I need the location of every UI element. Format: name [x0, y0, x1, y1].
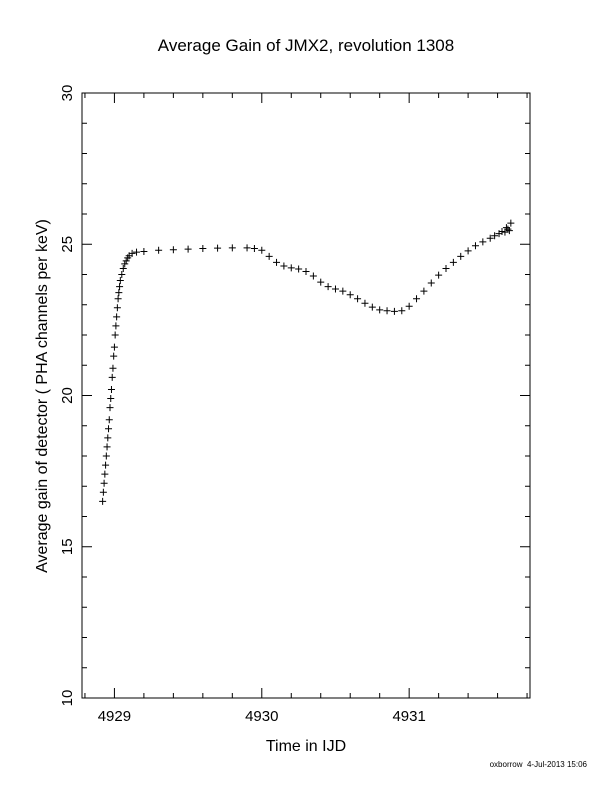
- y-tick-label: 10: [59, 690, 76, 707]
- data-point: [457, 252, 465, 260]
- data-point: [383, 307, 391, 315]
- data-point: [115, 289, 123, 297]
- data-point: [121, 260, 129, 268]
- data-point: [287, 264, 295, 272]
- data-point: [354, 295, 362, 303]
- data-point: [99, 488, 107, 496]
- footer-credit: oxborrow 4-Jul-2013 15:06: [300, 760, 587, 769]
- x-axis-label: Time in IJD: [265, 738, 347, 755]
- data-point: [199, 244, 207, 252]
- data-point: [339, 287, 347, 295]
- data-point: [309, 272, 317, 280]
- data-point: [398, 307, 406, 315]
- data-point: [101, 470, 109, 478]
- data-point: [331, 285, 339, 293]
- data-point: [122, 257, 130, 265]
- data-point: [118, 271, 126, 278]
- data-point: [119, 264, 127, 272]
- data-point: [155, 246, 163, 254]
- data-point: [228, 244, 236, 252]
- data-point: [295, 265, 303, 273]
- data-point: [128, 249, 136, 257]
- data-point: [464, 247, 472, 255]
- data-point: [107, 395, 115, 403]
- data-point: [449, 258, 457, 266]
- data-point: [105, 416, 113, 424]
- y-axis-label: Average gain of detector ( PHA channels …: [34, 219, 51, 573]
- data-point: [324, 283, 332, 291]
- footer-timestamp: 4-Jul-2013 15:06: [526, 760, 587, 769]
- y-tick-label: 20: [59, 387, 76, 404]
- data-point: [317, 278, 325, 286]
- data-point: [100, 479, 108, 487]
- data-point: [243, 244, 251, 252]
- data-point: [106, 404, 114, 412]
- data-point: [273, 258, 281, 266]
- data-points: [99, 219, 515, 505]
- data-point: [133, 248, 141, 256]
- data-point: [104, 434, 112, 442]
- data-point: [435, 271, 443, 279]
- data-point: [502, 224, 510, 232]
- data-point: [498, 228, 506, 236]
- data-point: [113, 313, 121, 321]
- data-point: [184, 245, 192, 253]
- chart-title: Average Gain of JMX2, revolution 1308: [157, 36, 455, 55]
- data-point: [405, 302, 413, 310]
- data-point: [103, 443, 111, 451]
- y-tick-label: 25: [59, 236, 76, 253]
- data-point: [250, 244, 258, 252]
- data-point: [214, 244, 222, 252]
- data-point: [265, 252, 273, 260]
- data-point: [111, 331, 119, 339]
- axis-tick-labels: 4929 4930 4931 10 15 20 25 30: [59, 85, 426, 725]
- data-point: [102, 452, 110, 460]
- x-tick-label: 4931: [392, 708, 425, 725]
- data-point: [140, 248, 148, 256]
- data-point: [491, 232, 499, 240]
- data-point: [109, 364, 117, 372]
- data-point: [368, 303, 376, 311]
- data-point: [105, 425, 113, 433]
- data-point: [390, 307, 398, 315]
- data-point: [361, 299, 369, 307]
- plot-area-frame: [81, 92, 531, 699]
- data-point: [504, 225, 512, 233]
- data-point: [107, 385, 115, 393]
- data-point: [110, 352, 118, 360]
- y-tick-label: 30: [59, 85, 76, 102]
- data-point: [486, 234, 494, 242]
- data-point: [376, 306, 384, 314]
- data-point: [116, 277, 124, 285]
- footer-user: oxborrow: [489, 760, 523, 769]
- data-point: [471, 242, 479, 250]
- data-point: [479, 238, 487, 246]
- data-point: [110, 343, 118, 351]
- x-tick-label: 4930: [245, 708, 278, 725]
- data-point: [108, 373, 116, 381]
- data-point: [413, 295, 421, 303]
- y-tick-label: 15: [59, 538, 76, 555]
- data-point: [427, 279, 435, 287]
- x-tick-label: 4929: [98, 708, 131, 725]
- data-point: [507, 219, 515, 227]
- data-point: [102, 461, 110, 469]
- data-point: [346, 291, 354, 299]
- data-point: [116, 283, 124, 291]
- data-point: [280, 262, 288, 270]
- data-point: [258, 246, 266, 254]
- data-point: [505, 227, 513, 235]
- data-point: [99, 497, 107, 505]
- data-point: [113, 304, 121, 312]
- data-point: [501, 228, 509, 236]
- data-point: [302, 267, 310, 275]
- axis-ticks: [82, 92, 530, 699]
- data-point: [114, 295, 122, 303]
- data-point: [420, 287, 428, 295]
- data-point: [442, 264, 450, 272]
- data-point: [112, 322, 120, 330]
- data-point: [169, 246, 177, 254]
